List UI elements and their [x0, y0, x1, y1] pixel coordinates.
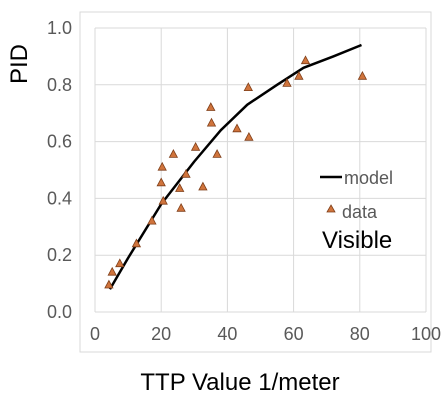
data-point [282, 78, 292, 87]
y-tick-label: 1.0 [47, 18, 72, 38]
y-axis-title: PID [6, 44, 33, 84]
y-tick-label: 0.2 [47, 245, 72, 265]
data-point [357, 70, 368, 80]
legend-model-label: model [344, 168, 393, 188]
legend-data-swatch [326, 204, 336, 213]
data-point [244, 131, 254, 141]
y-tick-label: 0.0 [47, 302, 72, 322]
legend-data-label: data [342, 202, 378, 222]
data-scatter-series [104, 55, 368, 289]
data-point [206, 102, 216, 111]
data-point [158, 195, 168, 205]
data-point [168, 149, 179, 158]
model-line-series [108, 43, 362, 290]
grid-lines [94, 27, 427, 313]
model-line [108, 43, 362, 290]
x-tick-label: 0 [90, 324, 100, 344]
x-tick-label: 60 [284, 324, 304, 344]
data-point [107, 266, 117, 276]
data-point [104, 279, 114, 289]
x-tick-label: 100 [411, 324, 441, 344]
data-point [300, 55, 311, 65]
data-point [243, 82, 253, 91]
data-point [176, 202, 186, 212]
data-point [190, 141, 201, 151]
y-tick-label: 0.8 [47, 75, 72, 95]
data-point [175, 183, 185, 192]
x-tick-labels: 0 20 40 60 80 100 [90, 324, 441, 344]
data-point [131, 238, 142, 248]
data-point [181, 168, 191, 178]
x-tick-label: 80 [350, 324, 370, 344]
data-point [157, 161, 167, 171]
data-point [147, 215, 157, 225]
visible-annotation: Visible [322, 227, 392, 254]
x-axis-title: TTP Value 1/meter [140, 369, 339, 395]
data-point [198, 181, 208, 191]
data-point [212, 149, 222, 158]
legend: model data [320, 168, 393, 222]
y-tick-label: 0.6 [47, 132, 72, 152]
y-tick-labels: 0.0 0.2 0.4 0.6 0.8 1.0 [47, 18, 72, 322]
data-point [294, 70, 304, 80]
y-tick-label: 0.4 [47, 188, 72, 208]
data-point [156, 177, 166, 187]
x-tick-label: 20 [151, 324, 171, 344]
data-point [206, 117, 217, 127]
data-point [115, 258, 125, 268]
data-point [232, 123, 242, 133]
plot-area-background [79, 11, 432, 353]
x-tick-label: 40 [217, 324, 237, 344]
